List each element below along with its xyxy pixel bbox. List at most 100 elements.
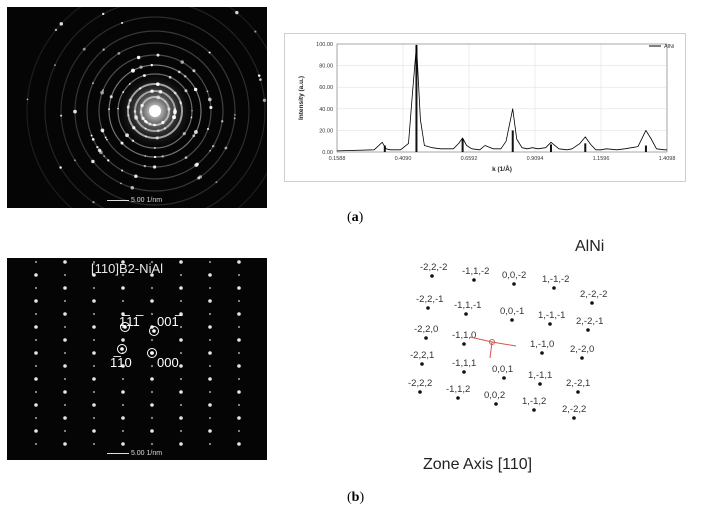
lattice-spot — [150, 260, 154, 264]
lattice-spot — [34, 403, 38, 407]
lattice-spot — [63, 260, 67, 264]
diffraction-spot — [153, 123, 156, 127]
lattice-spot — [150, 442, 154, 446]
diffraction-spot — [103, 155, 106, 158]
lattice-spot — [179, 377, 183, 381]
diffraction-spot — [141, 116, 145, 120]
lattice-spot — [121, 390, 125, 394]
lattice-spot — [179, 364, 183, 368]
lattice-spot — [208, 299, 212, 303]
diffraction-ring — [127, 83, 183, 139]
diffraction-spot — [91, 159, 95, 164]
lattice-spot — [179, 338, 183, 342]
lattice-spot — [179, 390, 183, 394]
reflection-point — [580, 356, 584, 360]
reflection-point — [424, 336, 428, 340]
diffraction-spot — [262, 98, 267, 102]
reflection-label: -1,1,0 — [452, 330, 476, 341]
lattice-spot — [150, 299, 154, 303]
diffraction-spot — [153, 146, 156, 150]
lattice-spot — [121, 429, 125, 433]
reflection-point — [502, 376, 506, 380]
lattice-spot — [237, 273, 241, 277]
diffraction-spot — [139, 110, 143, 114]
lattice-spot — [92, 273, 96, 277]
lattice-spot — [63, 312, 67, 316]
diffraction-spot — [161, 121, 164, 124]
lattice-spot — [63, 416, 67, 420]
lattice-spot — [63, 442, 67, 446]
diffraction-spot — [144, 155, 147, 157]
diffraction-spot — [254, 30, 257, 33]
diffraction-spot — [173, 110, 177, 115]
reflection-point — [572, 416, 576, 420]
lattice-spot — [34, 390, 38, 394]
diffraction-spot — [208, 51, 211, 54]
reflection-label: -2,2,2 — [408, 378, 432, 389]
diffraction-spot — [134, 174, 138, 179]
y-tick-label: 100.00 — [316, 42, 333, 48]
y-axis-label: Intensity (a.u.) — [298, 76, 305, 120]
lattice-spot — [34, 351, 38, 355]
diffraction-spot — [153, 155, 157, 159]
reflection-label: 1,-1,-2 — [542, 274, 569, 285]
x-tick-label: 0.4090 — [395, 156, 412, 162]
lattice-spot — [208, 429, 212, 433]
diagram-title: AlNi — [575, 238, 605, 255]
y-tick-label: 0.00 — [322, 150, 333, 156]
diffraction-spot — [59, 166, 62, 169]
reflection-label: -2,2,1 — [410, 350, 434, 361]
diffraction-spot — [117, 51, 121, 55]
lattice-spot — [179, 286, 183, 290]
lattice-spot — [34, 299, 38, 303]
diffraction-spot — [161, 155, 164, 158]
diffraction-spot — [130, 185, 135, 190]
reflection-label: 0,0,2 — [484, 390, 505, 401]
lattice-spot — [179, 403, 183, 407]
reflection-point — [456, 396, 460, 400]
diffraction-spot — [209, 105, 213, 110]
indexed-spot-ring — [120, 322, 130, 332]
diffraction-spot — [191, 109, 193, 112]
diffraction-spot — [207, 97, 212, 102]
lattice-spot — [150, 273, 154, 277]
lattice-spot — [34, 429, 38, 433]
plot-area — [336, 43, 668, 153]
lattice-spot — [121, 260, 125, 264]
diffraction-spot — [128, 83, 131, 85]
scale-bar-a-label: 5.00 1/nm — [130, 197, 163, 204]
lattice-spot — [208, 325, 212, 329]
vector-arrow — [469, 336, 493, 343]
lattice-spot — [179, 429, 183, 433]
caption-b: (b) — [347, 490, 365, 505]
lattice-spot — [63, 390, 67, 394]
diffraction-ring — [60, 16, 250, 206]
diffraction-spot — [144, 127, 147, 130]
lattice-spot — [179, 325, 183, 329]
diffraction-ring — [86, 42, 224, 180]
vector-arrow — [489, 341, 493, 359]
diffraction-spot — [211, 144, 215, 148]
diffraction-spot — [73, 109, 77, 114]
caption-a: (a) — [347, 210, 364, 225]
lattice-spot — [179, 351, 183, 355]
diffraction-spot — [194, 163, 199, 167]
lattice-spot — [34, 442, 38, 446]
lattice-spot — [150, 377, 154, 381]
diffraction-spot — [180, 60, 185, 64]
diffraction-spot — [110, 96, 113, 98]
diffraction-spot — [192, 134, 196, 138]
lattice-spot — [179, 416, 183, 420]
caption-b-letter: b — [351, 490, 360, 505]
diffraction-spot — [257, 74, 261, 77]
indexed-spot-ring — [149, 326, 159, 336]
lattice-spot — [34, 273, 38, 277]
lattice-spot — [208, 416, 212, 420]
series-line-alni — [336, 44, 667, 152]
diffraction-spot — [100, 90, 104, 95]
lattice-spot — [63, 286, 67, 290]
reflection-label: 1,-1,2 — [522, 396, 546, 407]
reflection-point — [512, 282, 516, 286]
spot-image-title: [110]B2-NiAl — [91, 261, 164, 276]
diffraction-spot — [164, 100, 167, 103]
